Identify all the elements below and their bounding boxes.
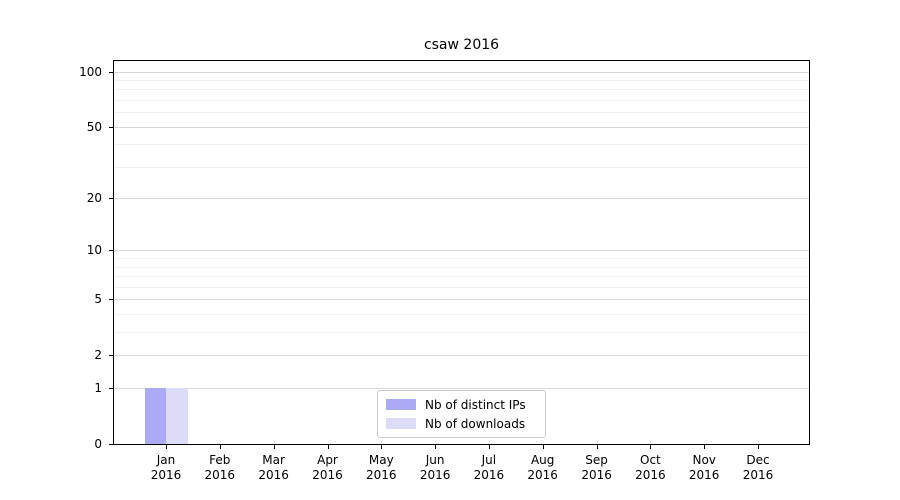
x-tick-year: 2016 — [312, 468, 343, 482]
x-tick-mark — [488, 445, 490, 449]
x-tick-year: 2016 — [419, 468, 451, 482]
x-tick-mark — [273, 445, 275, 449]
x-tick-mark — [650, 445, 652, 449]
y-major-gridline — [114, 198, 809, 200]
x-tick-month: Jul — [481, 453, 497, 467]
y-minor-gridline — [114, 314, 809, 316]
y-major-gridline — [114, 388, 809, 390]
y-tick-mark — [109, 444, 113, 445]
y-minor-gridline — [114, 258, 809, 260]
x-tick-mark — [219, 445, 221, 449]
y-tick-label: 20 — [86, 191, 102, 206]
chart-title: csaw 2016 — [423, 37, 500, 53]
y-minor-gridline — [114, 79, 809, 81]
y-tick-label: 0 — [94, 437, 102, 451]
y-tick-label: 1 — [94, 381, 102, 396]
legend-label: Nb of downloads — [425, 416, 526, 431]
x-tick-month: May — [368, 453, 394, 467]
y-major-gridline — [114, 355, 809, 357]
x-tick-label: Oct 2016 — [618, 453, 682, 483]
legend-swatch — [386, 399, 416, 410]
y-tick-mark — [109, 71, 113, 73]
x-tick-month: Apr — [317, 453, 338, 467]
x-tick-mark — [758, 445, 759, 449]
x-tick-label: Apr 2016 — [296, 453, 360, 483]
x-tick-label: Mar 2016 — [242, 453, 306, 483]
legend-items: Nb of distinct IPs Nb of downloads — [386, 398, 537, 431]
y-minor-gridline — [114, 99, 809, 101]
x-tick-year: 2016 — [258, 468, 289, 482]
x-tick-mark — [704, 445, 706, 449]
x-tick-month: Oct — [640, 453, 661, 467]
y-tick-mark — [109, 126, 113, 128]
y-tick-label: 2 — [94, 348, 102, 363]
x-tick-year: 2016 — [473, 468, 505, 482]
y-minor-gridline — [114, 144, 809, 146]
x-tick-month: Jan — [156, 453, 176, 467]
bar-nb-of-downloads — [166, 388, 188, 444]
x-tick-label: Jun 2016 — [403, 453, 467, 483]
x-tick-month: Feb — [209, 453, 231, 467]
y-tick-mark — [109, 250, 113, 252]
x-tick-month: Sep — [585, 453, 608, 467]
y-minor-gridline — [114, 266, 809, 268]
x-tick-mark — [542, 445, 544, 449]
x-tick-label: Feb 2016 — [188, 453, 252, 483]
x-tick-month: Aug — [530, 453, 555, 467]
x-tick-mark — [381, 445, 383, 449]
x-tick-label: Sep 2016 — [565, 453, 629, 483]
x-tick-mark — [435, 445, 437, 449]
x-tick-month: Dec — [746, 453, 770, 467]
x-tick-year: 2016 — [204, 468, 236, 482]
legend-item: Nb of downloads — [386, 417, 537, 431]
y-tick-label: 50 — [86, 119, 102, 134]
y-minor-gridline — [114, 332, 809, 334]
y-minor-gridline — [114, 276, 809, 278]
x-tick-month: Nov — [692, 453, 716, 467]
x-tick-label: Dec 2016 — [726, 453, 790, 483]
legend-item: Nb of distinct IPs — [386, 398, 537, 412]
y-tick-label: 5 — [94, 292, 102, 307]
y-tick-label: 10 — [86, 243, 102, 258]
x-tick-year: 2016 — [150, 468, 182, 482]
x-tick-year: 2016 — [742, 468, 774, 482]
y-major-gridline — [114, 250, 809, 252]
y-major-gridline — [114, 71, 809, 73]
x-tick-label: May 2016 — [349, 453, 413, 483]
x-tick-month: Mar — [262, 453, 285, 467]
x-tick-month: Jun — [425, 453, 445, 467]
y-major-gridline — [114, 126, 809, 128]
x-tick-year: 2016 — [635, 468, 666, 482]
y-tick-mark — [109, 388, 113, 390]
y-tick-mark — [109, 355, 113, 357]
x-tick-mark — [166, 445, 167, 449]
x-tick-mark — [327, 445, 329, 449]
y-tick-mark — [109, 198, 113, 200]
x-tick-label: Jul 2016 — [457, 453, 521, 483]
y-major-gridline — [114, 299, 809, 301]
x-tick-label: Nov 2016 — [672, 453, 736, 483]
x-tick-year: 2016 — [581, 468, 612, 482]
legend: Nb of distinct IPs Nb of downloads — [377, 390, 546, 438]
y-tick-mark — [109, 299, 113, 301]
legend-label: Nb of distinct IPs — [425, 397, 526, 412]
y-tick-label: 100 — [79, 64, 102, 79]
y-minor-gridline — [114, 89, 809, 91]
x-tick-year: 2016 — [527, 468, 558, 482]
y-minor-gridline — [114, 166, 809, 168]
y-minor-gridline — [114, 112, 809, 114]
bar-nb-of-distinct-ips — [144, 388, 166, 444]
legend-swatch — [386, 418, 416, 429]
x-tick-label: Jan 2016 — [134, 453, 198, 483]
x-tick-label: Aug 2016 — [511, 453, 575, 483]
x-tick-year: 2016 — [366, 468, 397, 482]
x-tick-mark — [596, 445, 598, 449]
plot-area — [113, 60, 810, 445]
y-minor-gridline — [114, 286, 809, 288]
x-tick-year: 2016 — [688, 468, 720, 482]
